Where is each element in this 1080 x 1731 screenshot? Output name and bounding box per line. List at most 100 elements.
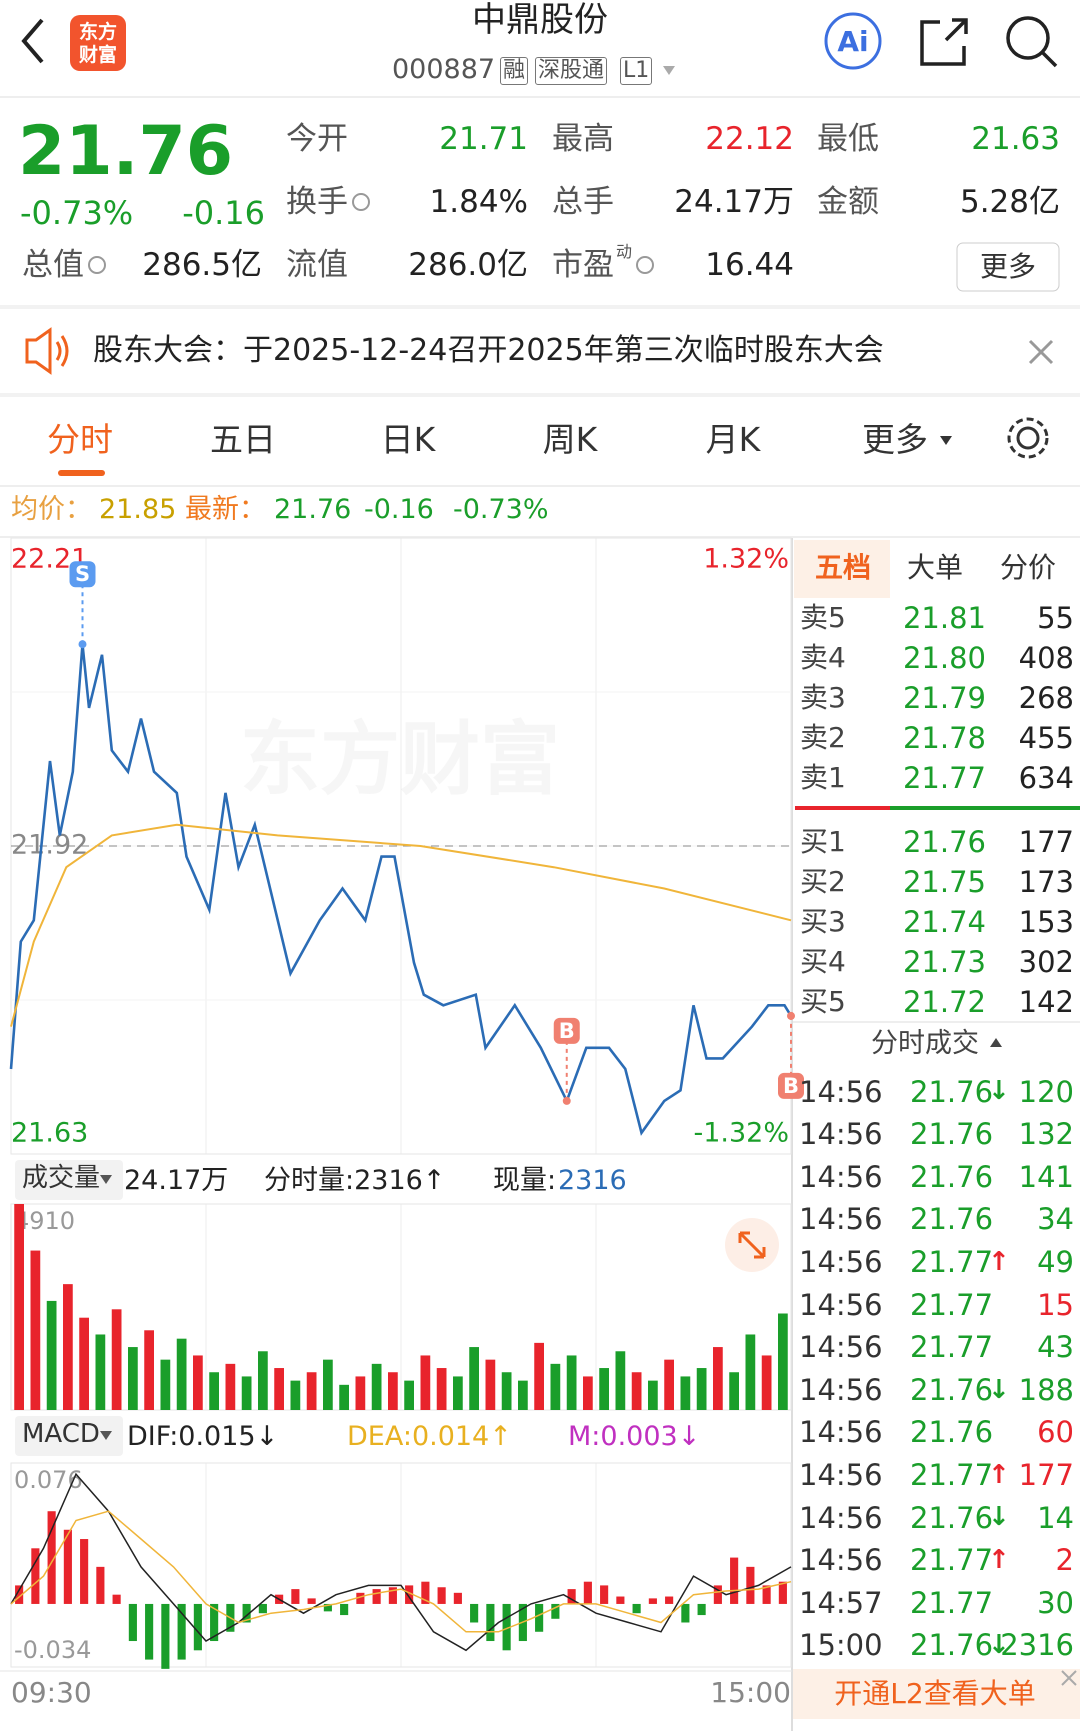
book-tab[interactable]: 分价	[999, 551, 1057, 584]
book-label: 卖5	[800, 601, 846, 634]
macd-bar	[551, 1603, 560, 1619]
info-icon[interactable]	[636, 256, 654, 274]
more-button-frame[interactable]	[956, 242, 1060, 292]
info-icon[interactable]	[88, 256, 106, 274]
field-value: 22.12	[705, 121, 794, 157]
book-label: 买1	[800, 825, 846, 858]
trade-price: 21.76	[910, 1415, 994, 1449]
x-tick-label: 15:00	[710, 1676, 791, 1709]
indicator-name[interactable]: MACD	[22, 1419, 100, 1449]
macd-bar	[648, 1598, 657, 1604]
l2-button-bg[interactable]	[793, 1669, 1080, 1719]
period-tab[interactable]: 月K	[705, 420, 761, 459]
trade-price: 21.76	[910, 1160, 994, 1194]
tab-underline	[58, 470, 105, 476]
expand-button[interactable]	[725, 1218, 779, 1272]
trade-volume: 34	[1037, 1202, 1074, 1236]
stock-tag: 深股通	[535, 57, 608, 85]
period-tab[interactable]: 日K	[380, 420, 436, 459]
trade-time: 14:56	[799, 1245, 883, 1279]
y-tick-label: 4910	[14, 1207, 75, 1235]
back-button[interactable]	[21, 18, 44, 64]
macd-dea: DEA:0.014↑	[347, 1421, 512, 1452]
volume-bar	[745, 1334, 756, 1410]
macd-bar	[112, 1594, 121, 1604]
field-value: 24.17万	[674, 184, 794, 220]
volume-bar	[290, 1380, 301, 1410]
field-label: 总手	[552, 184, 614, 220]
search-button[interactable]	[1006, 16, 1058, 68]
book-label: 卖4	[800, 641, 846, 674]
trade-price: 21.76	[910, 1373, 994, 1407]
period-tab[interactable]: 更多	[862, 420, 928, 459]
volume-bar	[111, 1309, 122, 1410]
logo	[70, 15, 126, 71]
book-volume: 634	[1018, 761, 1074, 795]
book-price: 21.80	[902, 641, 986, 675]
book-price: 21.79	[902, 681, 986, 715]
macd-bar	[96, 1566, 105, 1604]
book-divider	[795, 806, 890, 810]
indicator-select[interactable]	[15, 1416, 123, 1456]
l2-button[interactable]: 开通L2查看大单	[834, 1677, 1036, 1710]
y-tick-label: -0.034	[14, 1636, 91, 1664]
close-l2[interactable]	[1061, 1670, 1077, 1686]
more-button[interactable]: 更多	[979, 250, 1037, 283]
trade-volume: 2	[1055, 1543, 1074, 1577]
stock-code: 000887	[392, 54, 496, 85]
trade-time: 14:56	[799, 1373, 883, 1407]
divider	[0, 305, 1080, 309]
book-tab[interactable]: 五档	[814, 551, 872, 584]
trade-time: 14:56	[799, 1202, 883, 1236]
volume-bar	[599, 1368, 609, 1410]
volume-bar	[241, 1376, 252, 1410]
quote-info: 21.76	[274, 494, 352, 525]
speaker-icon	[25, 327, 69, 375]
period-tab[interactable]: 五日	[210, 420, 276, 459]
book-tab[interactable]: 大单	[906, 551, 964, 584]
y2-tick-label: -1.32%	[693, 1118, 789, 1149]
volume-bar	[46, 1300, 57, 1410]
macd-bar	[665, 1596, 674, 1604]
period-tab[interactable]: 分时	[47, 420, 113, 459]
annotation-point	[562, 1096, 571, 1105]
y-tick-label: 21.63	[11, 1118, 88, 1149]
y2-tick-label: 1.32%	[703, 544, 789, 575]
dropdown-caret	[663, 66, 675, 75]
annotation-label: B	[559, 1019, 575, 1043]
indicator-name[interactable]: 成交量	[22, 1163, 101, 1193]
trade-price: 21.77	[910, 1458, 994, 1492]
volume-bar	[501, 1372, 512, 1410]
volume-bar	[306, 1372, 317, 1410]
macd-bar	[31, 1548, 40, 1604]
macd-bar	[323, 1603, 332, 1612]
volume-bar	[128, 1347, 138, 1410]
logo-text: 东方	[78, 21, 118, 43]
current-volume-label: 现量:	[493, 1165, 557, 1196]
trade-price: 21.77	[910, 1288, 994, 1322]
trade-time: 14:56	[799, 1075, 883, 1109]
dif-line	[10, 1472, 792, 1652]
macd-bar	[177, 1603, 186, 1660]
info-icon[interactable]	[352, 193, 370, 211]
period-tab[interactable]: 周K	[542, 420, 598, 459]
close-notice[interactable]	[1028, 339, 1054, 365]
macd-bar	[697, 1603, 706, 1616]
annotation-badge	[69, 561, 96, 588]
volume-bar	[274, 1368, 284, 1410]
macd-bar	[372, 1589, 381, 1604]
trades-title[interactable]: 分时成交	[871, 1028, 979, 1059]
indicator-select[interactable]	[15, 1160, 123, 1200]
y-tick-label: 0.076	[14, 1466, 83, 1494]
share-button[interactable]	[920, 18, 968, 66]
macd-bar	[600, 1585, 609, 1604]
ai-button[interactable]	[824, 12, 882, 70]
macd-bar	[632, 1603, 641, 1614]
trade-volume: 132	[1018, 1117, 1074, 1151]
macd-bar	[502, 1603, 511, 1651]
field-label: 最高	[552, 121, 614, 157]
book-price: 21.81	[902, 601, 986, 635]
settings-button[interactable]	[1007, 417, 1049, 459]
macd-bar	[145, 1603, 154, 1660]
